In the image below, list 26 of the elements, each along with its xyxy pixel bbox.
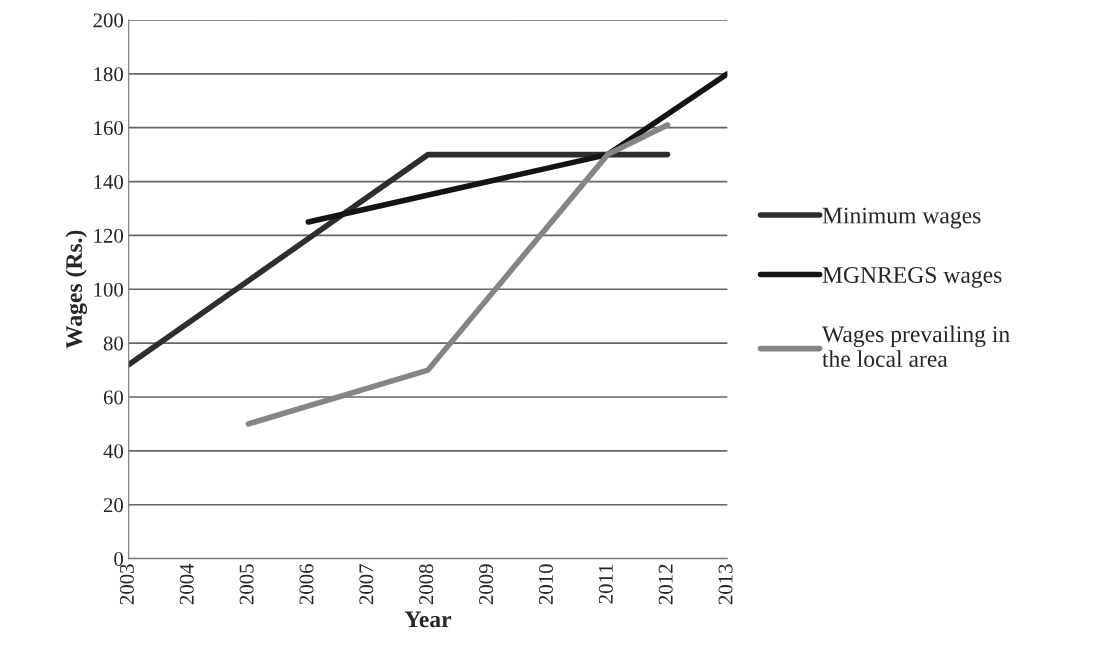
x-tick-label: 2011	[598, 564, 613, 604]
x-tick-label: 2008	[419, 564, 434, 605]
x-tick-label: 2005	[239, 564, 254, 605]
y-tick-label: 140	[94, 174, 124, 189]
y-tick-label: 60	[103, 390, 124, 405]
y-tick-label: 120	[94, 228, 124, 243]
x-tick-label: 2003	[119, 564, 134, 605]
x-tick-label: 2007	[359, 564, 374, 605]
legend-label: Wages prevailing in the local area	[821, 325, 1010, 367]
y-axis-title: Wages (Rs.)	[65, 230, 88, 349]
x-tick-label: 2009	[479, 564, 494, 605]
x-tick-label: 2012	[658, 564, 673, 605]
y-tick-label: 100	[94, 282, 124, 297]
y-tick-label: 40	[103, 444, 124, 459]
y-tick-label: 180	[94, 67, 124, 82]
y-tick-label: 80	[103, 336, 124, 351]
legend-label: MGNREGS wages	[822, 267, 1002, 288]
x-tick-label: 2004	[179, 563, 194, 605]
y-tick-label: 20	[103, 498, 124, 513]
x-axis-title: Year	[404, 611, 452, 628]
legend-label: Minimum wages	[822, 207, 981, 229]
y-tick-label: 160	[94, 121, 124, 136]
y-tick-label: 200	[93, 13, 124, 28]
x-tick-label: 2013	[718, 564, 733, 605]
x-tick-label: 2006	[299, 564, 314, 605]
x-tick-label: 2010	[538, 564, 553, 605]
